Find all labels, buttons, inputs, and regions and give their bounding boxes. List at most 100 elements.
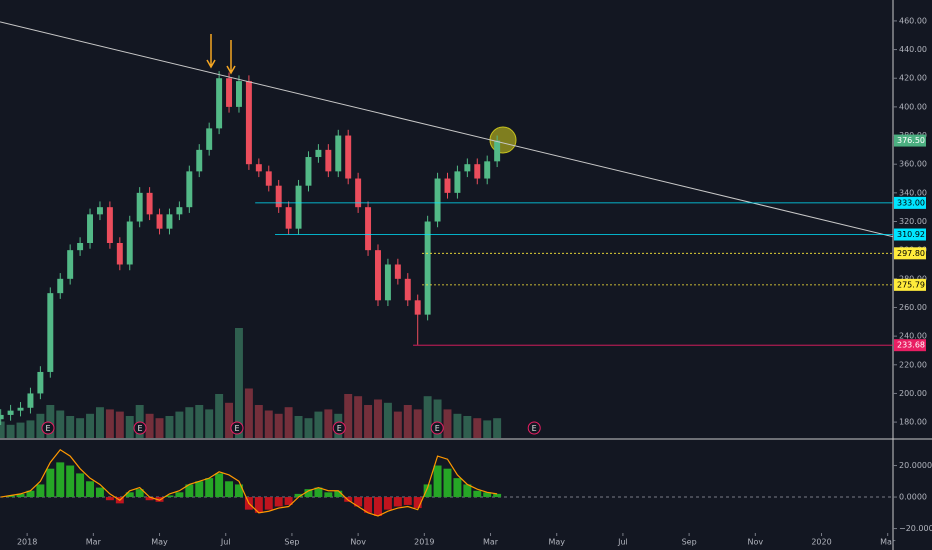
volume-bar	[195, 405, 204, 438]
oscillator-bar	[483, 492, 492, 498]
volume-bar	[0, 421, 5, 438]
candle-body	[7, 410, 14, 415]
candle-body	[464, 164, 471, 172]
earnings-marker	[133, 421, 147, 435]
volume-bar	[26, 420, 35, 438]
candle-body	[454, 171, 461, 193]
volume-bar	[16, 422, 25, 438]
earnings-label: E	[435, 424, 440, 433]
candle-body	[335, 135, 342, 172]
last-price-label: 376.50	[897, 136, 925, 145]
oscillator-bar	[56, 462, 65, 498]
volume-bar	[155, 418, 164, 438]
volume-bar	[473, 418, 482, 438]
volume-bar	[284, 407, 293, 438]
level-label-box	[894, 196, 926, 209]
candle-body	[67, 250, 74, 279]
volume-bar	[423, 396, 432, 438]
y-tick-label: 260.00	[899, 303, 927, 312]
volume-bar	[66, 416, 75, 438]
candle-body	[235, 81, 242, 107]
candle-body	[206, 128, 213, 150]
volume-bar	[95, 407, 104, 438]
x-tick-label: 2018	[17, 538, 37, 547]
volume-bar	[215, 394, 224, 438]
arrow	[226, 40, 236, 75]
candle-body	[414, 300, 421, 315]
oscillator-bar	[86, 481, 94, 498]
candle-body	[106, 207, 113, 243]
x-tick-label: 2020	[811, 538, 831, 547]
oscillator-bar	[463, 484, 472, 498]
volume-bar	[304, 418, 313, 438]
volume-bar	[244, 388, 253, 438]
candle-body	[116, 242, 123, 265]
candle-body	[285, 207, 292, 229]
earnings-label: E	[137, 424, 142, 433]
oscillator-bar	[433, 465, 442, 498]
volume-bar	[274, 413, 283, 438]
candle-body	[355, 178, 362, 208]
x-tick-label: Sep	[284, 538, 299, 547]
candle-body	[494, 140, 501, 162]
candle-body	[126, 221, 133, 265]
volume-bar	[235, 328, 243, 438]
level-label-box	[894, 247, 926, 260]
oscillator-bar	[453, 478, 462, 498]
oscillator-bar	[314, 487, 323, 498]
volume-bar	[393, 411, 402, 438]
candle-body	[136, 192, 143, 222]
candle-body	[245, 81, 252, 165]
volume-bar	[205, 409, 214, 438]
oscillator-bar	[105, 497, 114, 501]
x-tick-label: Mar	[880, 538, 896, 547]
y-tick-label: 400.00	[899, 102, 927, 111]
oscillator-bar	[66, 465, 75, 498]
candle-body	[295, 185, 302, 229]
x-tick-label: Jul	[617, 538, 628, 547]
candle-body	[166, 214, 173, 229]
x-tick-label: 2019	[414, 538, 434, 547]
oscillator-bar	[205, 478, 214, 498]
oscillator-bar	[364, 497, 373, 513]
oscillator-bar	[76, 473, 85, 498]
earnings-marker	[332, 421, 346, 435]
oscillator-bar	[235, 484, 243, 498]
candle-body	[444, 178, 451, 193]
oscillator-bar	[284, 497, 293, 505]
volume-bar	[314, 411, 323, 438]
volume-bar	[76, 418, 85, 438]
volume-bar	[324, 409, 333, 438]
candle-body	[57, 278, 64, 294]
earnings-label: E	[45, 424, 50, 433]
y-tick-label: 320.00	[899, 217, 927, 226]
candle-body	[404, 278, 411, 301]
oscillator-bar	[354, 497, 363, 507]
candle-body	[434, 178, 441, 222]
candle-body	[325, 149, 332, 172]
volume-bar	[125, 416, 134, 438]
oscillator-bar	[185, 484, 194, 498]
volume-bar	[364, 405, 373, 438]
volume-bar	[165, 416, 174, 438]
y-tick-label: 420.00	[899, 74, 927, 83]
volume-bar	[46, 405, 55, 438]
y-tick-label: 20.0000	[899, 461, 932, 470]
oscillator-bar	[26, 490, 35, 498]
oscillator-bar	[374, 497, 382, 516]
earnings-label: E	[337, 424, 342, 433]
x-tick-label: May	[151, 538, 168, 547]
earnings-marker	[230, 421, 244, 435]
oscillator-bar	[403, 497, 412, 505]
oscillator-bar	[125, 492, 134, 498]
candle-body	[186, 171, 193, 208]
candle-body	[216, 78, 223, 129]
level-label-box	[894, 228, 926, 241]
candle-body	[176, 207, 183, 215]
volume-bar	[6, 424, 15, 438]
arrow	[206, 34, 216, 69]
candle-body	[196, 149, 203, 172]
oscillator-bar	[493, 493, 502, 498]
level-label-box	[894, 278, 926, 291]
